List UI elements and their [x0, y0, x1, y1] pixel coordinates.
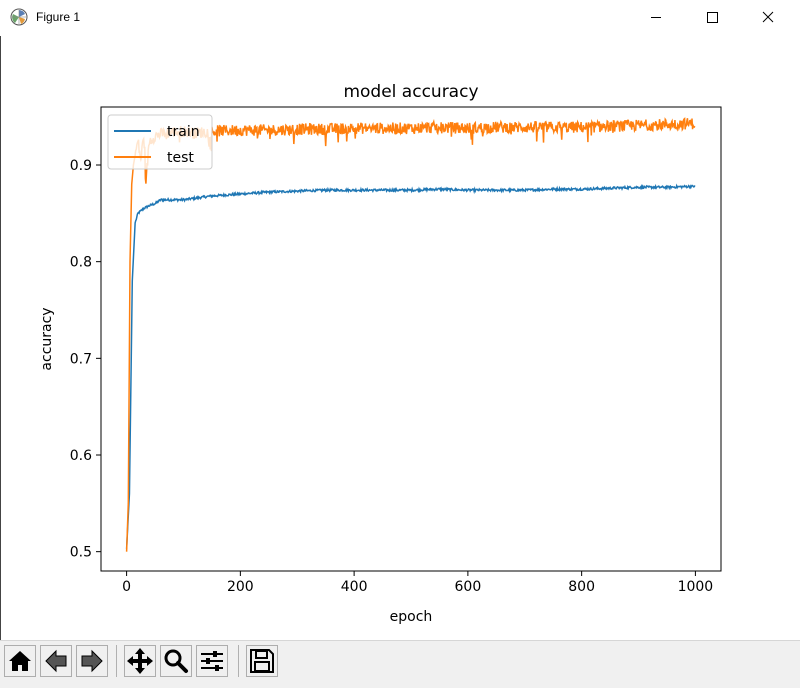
series-line-train — [125, 183, 696, 549]
x-tick-label: 1000 — [678, 579, 714, 595]
legend-box — [107, 114, 213, 170]
close-button[interactable] — [742, 0, 794, 34]
configure-subplots-button[interactable] — [196, 645, 228, 677]
chart-title: model accuracy — [343, 82, 478, 102]
maximize-button[interactable] — [686, 0, 738, 34]
forward-button[interactable] — [76, 645, 108, 677]
y-tick-label: 0.8 — [70, 255, 92, 271]
y-tick-label: 0.7 — [70, 351, 92, 367]
window-titlebar: Figure 1 — [0, 0, 800, 36]
figure-canvas[interactable]: model accuracy 0 200 400 600 800 1000 0.5 0.6 0… — [1, 36, 800, 634]
close-icon — [762, 11, 774, 23]
y-tick-label: 0.6 — [70, 448, 92, 464]
series-layer — [125, 117, 696, 552]
x-axis-label: epoch — [390, 609, 433, 625]
x-tick-label: 600 — [455, 579, 482, 595]
save-button[interactable] — [246, 645, 278, 677]
y-tick-label: 0.9 — [70, 158, 92, 174]
magnifier-icon — [164, 649, 188, 673]
arrow-right-icon — [81, 649, 103, 673]
legend-label-train: train — [167, 124, 200, 140]
arrow-left-icon — [45, 649, 67, 673]
x-axis: 0 200 400 600 800 1000 — [122, 571, 713, 595]
legend-label-test: test — [167, 150, 194, 166]
pan-button[interactable] — [124, 645, 156, 677]
toolbar-separator — [116, 645, 117, 677]
x-tick-label: 400 — [341, 579, 368, 595]
line-chart: model accuracy 0 200 400 600 800 1000 0.50.60… — [39, 82, 722, 625]
home-button[interactable] — [4, 645, 36, 677]
home-icon — [9, 651, 31, 671]
minimize-icon — [651, 17, 661, 18]
window-border — [0, 36, 1, 686]
sliders-icon — [201, 651, 223, 671]
window-title: Figure 1 — [36, 10, 81, 24]
x-tick-label: 200 — [227, 579, 254, 595]
matplotlib-logo-icon — [10, 8, 28, 26]
minimize-button[interactable] — [630, 0, 682, 34]
x-tick-label: 800 — [568, 579, 595, 595]
axes-frame — [100, 106, 722, 572]
y-axis-label: accuracy — [39, 307, 55, 370]
floppy-disk-icon — [250, 649, 274, 673]
x-tick-label: 0 — [122, 579, 131, 595]
legend: train test — [107, 114, 213, 170]
navigation-toolbar — [0, 640, 800, 688]
toolbar-separator — [238, 645, 239, 677]
maximize-icon — [707, 12, 718, 23]
series-line-test — [125, 117, 696, 552]
y-tick-label: 0.5 — [70, 545, 92, 561]
move-icon — [127, 648, 153, 674]
back-button[interactable] — [40, 645, 72, 677]
zoom-button[interactable] — [160, 645, 192, 677]
y-axis: 0.5 0.6 0.7 0.8 0.9 — [70, 158, 101, 561]
